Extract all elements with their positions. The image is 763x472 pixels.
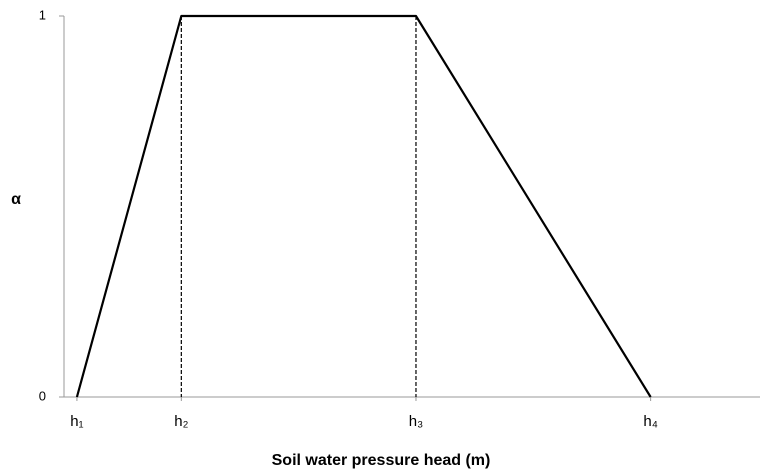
x-tick-label: h₁ bbox=[70, 413, 83, 430]
x-tick-label: h₂ bbox=[174, 413, 188, 430]
y-tick-label: 0 bbox=[39, 388, 46, 403]
y-tick-label: 1 bbox=[39, 7, 46, 22]
x-tick-label: h₃ bbox=[409, 413, 423, 430]
data-line bbox=[75, 14, 652, 398]
x-tick-label: h₄ bbox=[643, 413, 657, 430]
y-axis-label: α bbox=[11, 191, 21, 208]
x-axis-label: Soil water pressure head (m) bbox=[272, 452, 491, 469]
